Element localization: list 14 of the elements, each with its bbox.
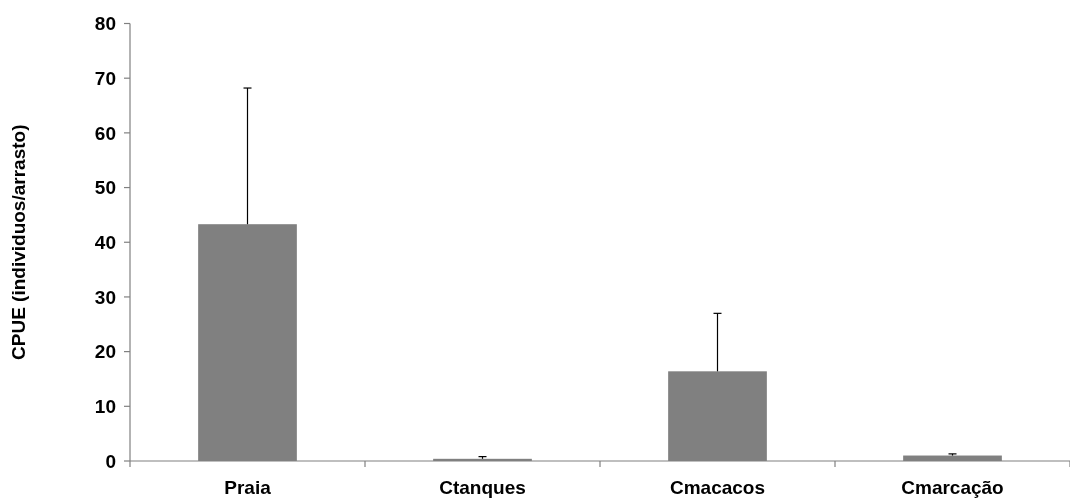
y-tick-label: 70 bbox=[94, 67, 116, 89]
y-tick-label: 60 bbox=[94, 122, 116, 144]
x-tick-label: Cmacacos bbox=[669, 477, 766, 498]
x-tick-label: Cmarcação bbox=[901, 477, 1004, 498]
y-axis-title: CPUE (individuos/arrasto) bbox=[8, 124, 29, 360]
y-tick-label: 20 bbox=[94, 341, 116, 363]
x-tick-label: Praia bbox=[224, 477, 272, 498]
y-tick-label: 50 bbox=[94, 177, 116, 199]
y-tick-label: 10 bbox=[94, 395, 116, 417]
y-tick-label: 0 bbox=[105, 450, 116, 472]
y-tick-label: 30 bbox=[94, 286, 116, 308]
y-tick-label: 80 bbox=[94, 13, 116, 35]
x-tick-label: Ctanques bbox=[439, 477, 526, 498]
y-tick-label: 40 bbox=[94, 231, 116, 253]
